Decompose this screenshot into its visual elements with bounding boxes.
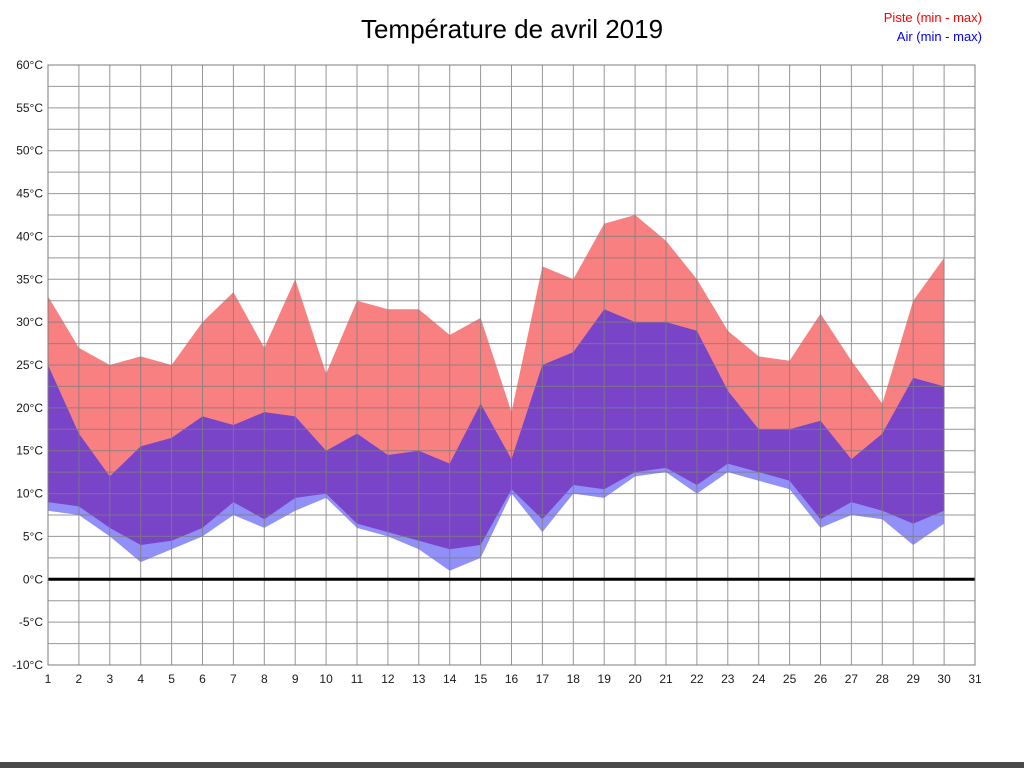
window-bottom-edge xyxy=(0,762,1024,768)
overlap-area xyxy=(48,309,945,550)
x-tick-label: 1 xyxy=(45,672,52,686)
y-tick-label: 50°C xyxy=(16,144,43,158)
y-tick-label: 40°C xyxy=(16,229,43,243)
y-tick-label: 35°C xyxy=(16,272,43,286)
x-tick-label: 6 xyxy=(199,672,206,686)
y-tick-label: 60°C xyxy=(16,58,43,72)
x-tick-label: 4 xyxy=(137,672,144,686)
legend-air-label: Air (min - max) xyxy=(896,29,982,44)
x-tick-label: 11 xyxy=(351,672,364,686)
x-tick-label: 29 xyxy=(907,672,921,686)
y-tick-label: -5°C xyxy=(19,615,43,629)
x-tick-label: 15 xyxy=(474,672,488,686)
chart-legend: Piste (min - max) Air (min - max) xyxy=(884,8,982,46)
y-tick-label: 5°C xyxy=(23,529,43,543)
x-tick-label: 17 xyxy=(536,672,550,686)
x-tick-label: 10 xyxy=(319,672,333,686)
y-tick-label: 0°C xyxy=(23,572,43,586)
plot-frame xyxy=(47,64,976,666)
y-tick-label: 25°C xyxy=(16,358,43,372)
x-tick-label: 12 xyxy=(381,672,395,686)
y-tick-label: 45°C xyxy=(16,187,43,201)
grid-lines xyxy=(47,64,976,666)
x-tick-label: 7 xyxy=(230,672,237,686)
chart-title: Température de avril 2019 xyxy=(360,14,664,44)
temperature-range-chart: 60°C55°C50°C45°C40°C35°C30°C25°C20°C15°C… xyxy=(12,58,982,686)
x-tick-label: 28 xyxy=(876,672,890,686)
x-tick-label: 18 xyxy=(567,672,581,686)
x-tick-label: 3 xyxy=(106,672,113,686)
y-tick-label: -10°C xyxy=(12,658,43,672)
x-tick-label: 2 xyxy=(76,672,83,686)
y-tick-label: 15°C xyxy=(16,444,43,458)
x-tick-label: 27 xyxy=(845,672,859,686)
x-tick-label: 24 xyxy=(752,672,766,686)
x-tick-label: 31 xyxy=(968,672,982,686)
x-tick-label: 26 xyxy=(814,672,828,686)
x-tick-label: 13 xyxy=(412,672,426,686)
x-tick-label: 25 xyxy=(783,672,797,686)
x-tick-label: 19 xyxy=(598,672,612,686)
x-tick-label: 20 xyxy=(628,672,642,686)
legend-piste-label: Piste (min - max) xyxy=(883,10,982,25)
y-tick-label: 20°C xyxy=(16,401,43,415)
x-tick-label: 8 xyxy=(261,672,268,686)
x-tick-label: 14 xyxy=(443,672,457,686)
y-tick-label: 30°C xyxy=(16,315,43,329)
x-tick-label: 22 xyxy=(690,672,704,686)
x-tick-label: 30 xyxy=(937,672,951,686)
x-tick-label: 5 xyxy=(168,672,175,686)
y-tick-label: 55°C xyxy=(16,101,43,115)
y-tick-label: 10°C xyxy=(16,487,43,501)
x-tick-label: 21 xyxy=(659,672,673,686)
x-tick-label: 9 xyxy=(292,672,299,686)
x-tick-label: 16 xyxy=(505,672,519,686)
x-tick-label: 23 xyxy=(721,672,735,686)
